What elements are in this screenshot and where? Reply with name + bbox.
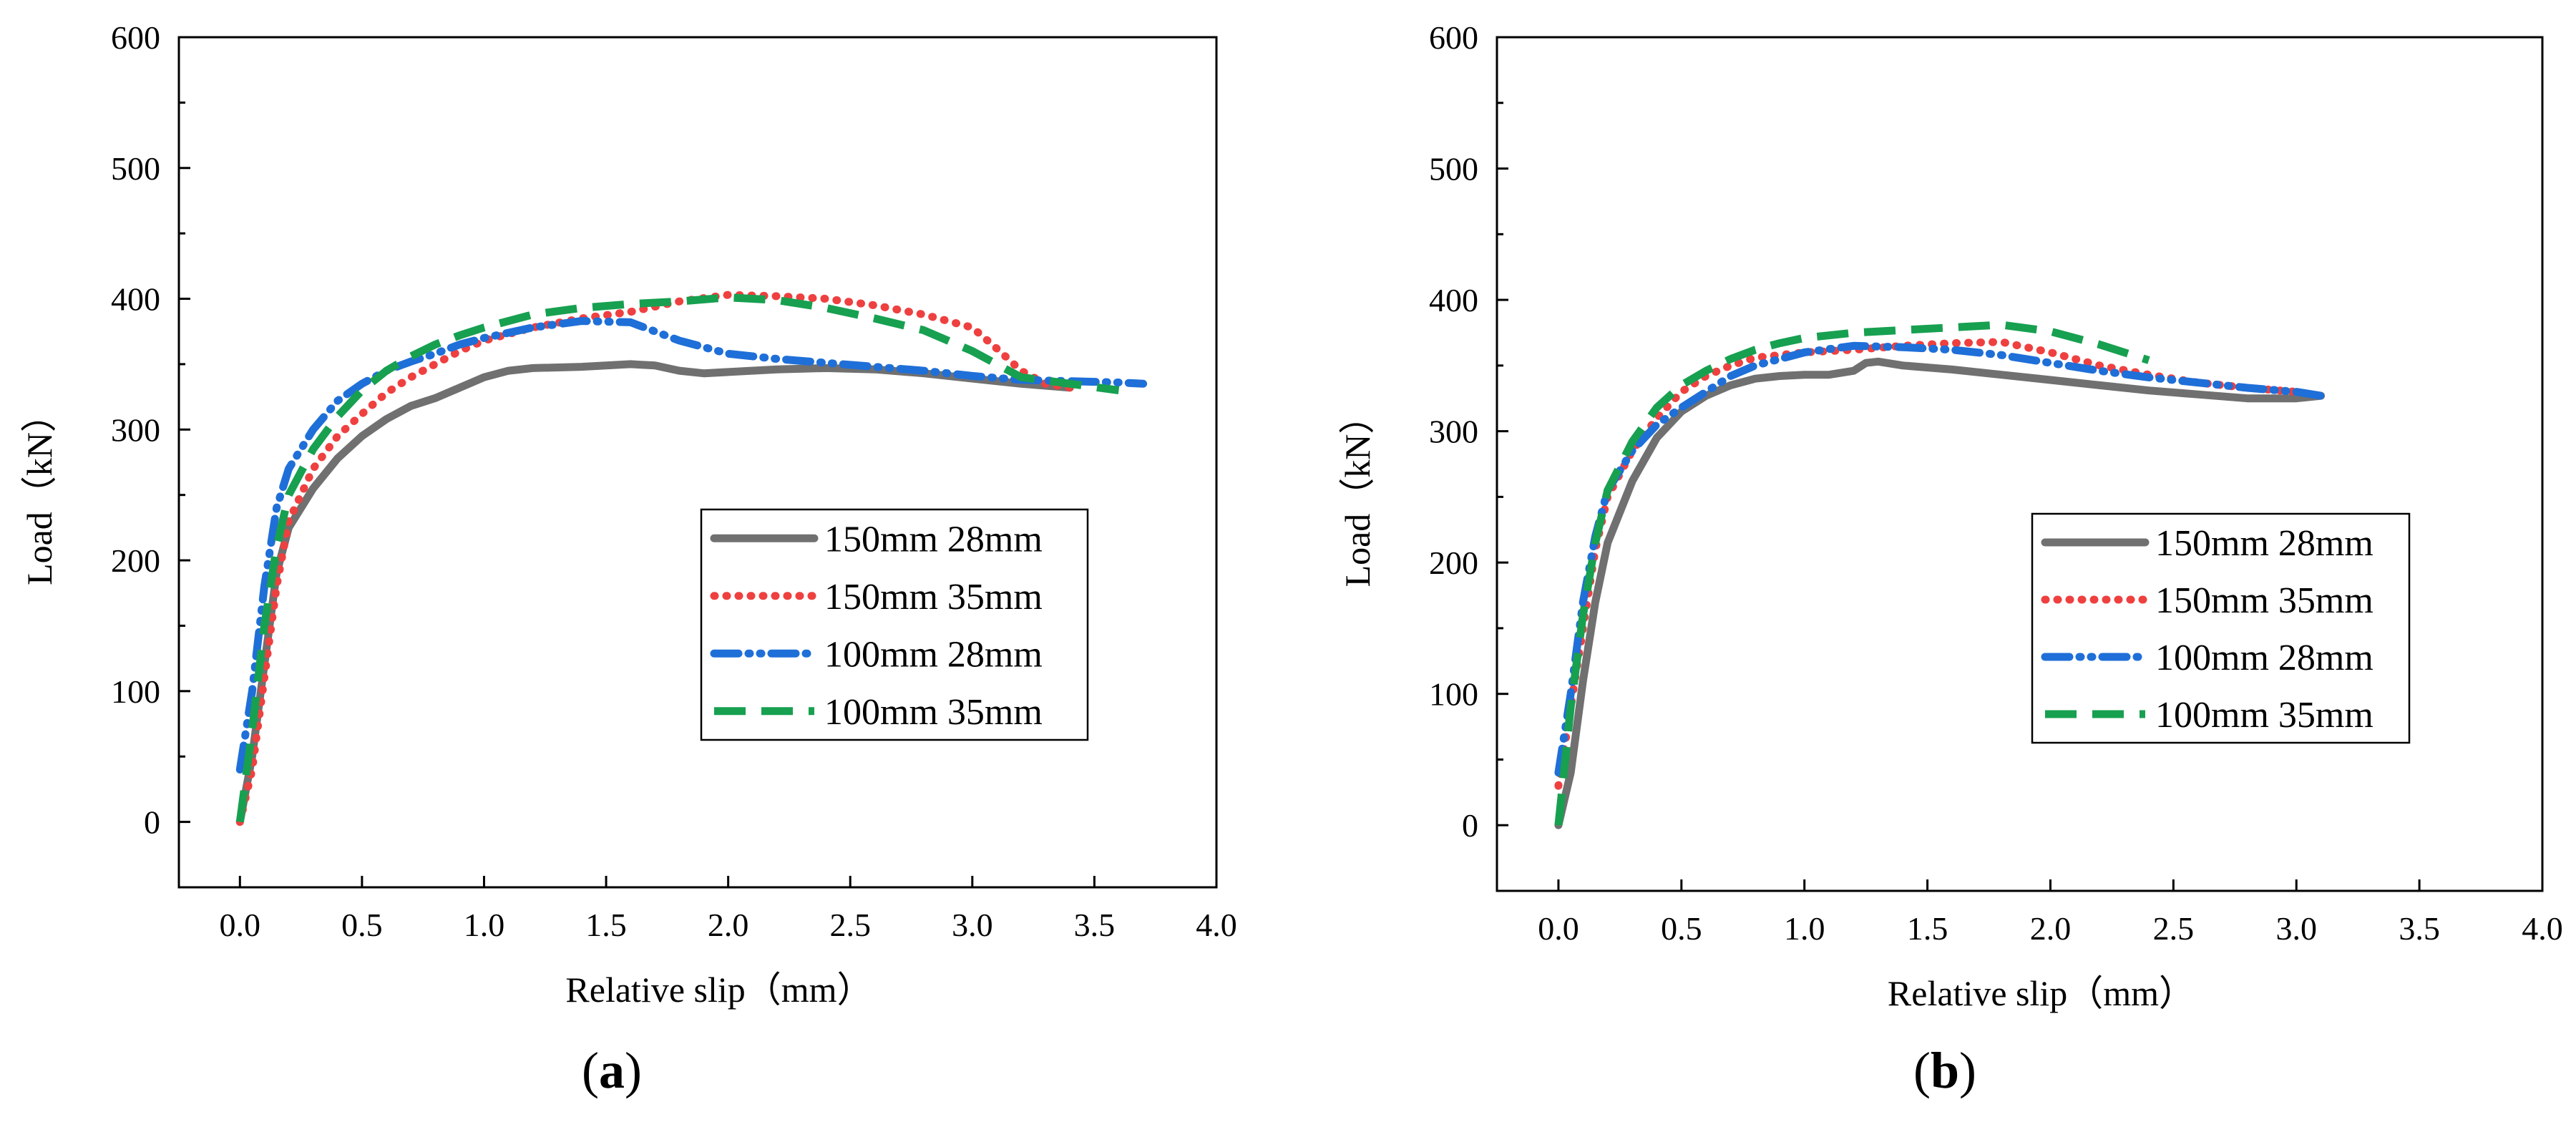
x-tick-label: 0.5 xyxy=(1661,910,1702,947)
legend-label: 100mm 35mm xyxy=(824,692,1043,733)
panel-label-letter: a xyxy=(599,1042,625,1099)
x-tick-label: 3.5 xyxy=(2399,910,2440,947)
panel-a: 0 100 200 300 400 500 600 0.0 0.5 1.0 1.5 2.0 2.5 3.0… xyxy=(19,19,1237,1099)
y-tick-label: 0 xyxy=(144,804,160,841)
y-tick-label: 100 xyxy=(111,673,160,710)
x-tick-label: 1.0 xyxy=(464,907,505,943)
x-tick-label: 1.5 xyxy=(1907,910,1948,947)
series-line-150mm-28mm xyxy=(1554,357,2326,829)
series-group xyxy=(235,291,1148,826)
x-tick-label: 3.5 xyxy=(1074,907,1116,943)
y-tick-label: 600 xyxy=(111,19,160,56)
y-tick-label: 0 xyxy=(1462,807,1478,844)
panel-label-close: ) xyxy=(625,1042,642,1099)
x-tick-label: 2.5 xyxy=(2153,910,2195,947)
legend-box xyxy=(700,508,1089,741)
x-tick-label: 4.0 xyxy=(2522,910,2563,947)
x-tick-label: 0.5 xyxy=(341,907,383,943)
y-tick-label: 300 xyxy=(111,411,160,448)
y-axis-title: Load（kN） xyxy=(19,396,59,585)
legend-label: 150mm 35mm xyxy=(2155,580,2373,621)
x-tick-label: 0.0 xyxy=(1538,910,1579,947)
x-tick-label: 3.0 xyxy=(952,907,993,943)
y-tick-label: 300 xyxy=(1429,414,1478,450)
legend-label: 150mm 35mm xyxy=(824,577,1043,618)
x-tick-label: 4.0 xyxy=(1196,907,1237,943)
x-tick-label: 3.0 xyxy=(2275,910,2317,947)
panel-label: (a) xyxy=(582,1042,642,1099)
panel-label-open: ( xyxy=(582,1042,599,1099)
x-tick-label: 1.0 xyxy=(1784,910,1825,947)
y-tick-label: 500 xyxy=(1429,151,1478,187)
legend: 150mm 28mm 150mm 35mm 100mm 28mm 100mm 35mm xyxy=(2031,512,2411,744)
legend: 150mm 28mm 150mm 35mm 100mm 28mm 100mm 35mm xyxy=(700,508,1089,741)
x-tick-label: 1.5 xyxy=(585,907,627,943)
plot-frame xyxy=(1496,36,2544,892)
y-tick-label: 200 xyxy=(111,542,160,579)
legend-label: 100mm 35mm xyxy=(2155,695,2373,736)
x-tick-label: 2.0 xyxy=(2030,910,2072,947)
legend-label: 150mm 28mm xyxy=(2155,523,2373,564)
series-line-100mm-28mm xyxy=(235,317,1148,774)
series-group xyxy=(1554,321,2326,829)
panel-label: (b) xyxy=(1913,1042,1976,1099)
y-tick-label: 200 xyxy=(1429,545,1478,581)
panel-label-letter: b xyxy=(1931,1042,1959,1099)
series-line-100mm-35mm xyxy=(1554,321,2150,826)
y-tick-label: 500 xyxy=(111,150,160,187)
x-axis-title: Relative slip（mm） xyxy=(1888,973,2195,1013)
x-axis-title: Relative slip（mm） xyxy=(565,970,872,1010)
y-tick-label: 100 xyxy=(1429,676,1478,713)
plot-frame xyxy=(177,36,1218,889)
panel-label-open: ( xyxy=(1913,1042,1931,1099)
y-axis-title: Load（kN） xyxy=(1337,399,1377,587)
x-tick-label: 0.0 xyxy=(220,907,261,943)
panel-label-close: ) xyxy=(1959,1042,1976,1099)
legend-label: 100mm 28mm xyxy=(824,634,1043,675)
legend-label: 100mm 28mm xyxy=(2155,638,2373,678)
panel-b: 0 100 200 300 400 500 600 0.0 0.5 1.0 1.5 2.0 2.5 3.0… xyxy=(1337,19,2563,1099)
legend-label: 150mm 28mm xyxy=(824,519,1043,560)
y-tick-label: 600 xyxy=(1429,19,1478,56)
legend-box xyxy=(2031,512,2411,744)
x-tick-label: 2.0 xyxy=(708,907,749,943)
y-tick-label: 400 xyxy=(111,281,160,318)
y-tick-label: 400 xyxy=(1429,282,1478,318)
x-tick-label: 2.5 xyxy=(829,907,871,943)
series-line-100mm-35mm xyxy=(235,293,1120,823)
